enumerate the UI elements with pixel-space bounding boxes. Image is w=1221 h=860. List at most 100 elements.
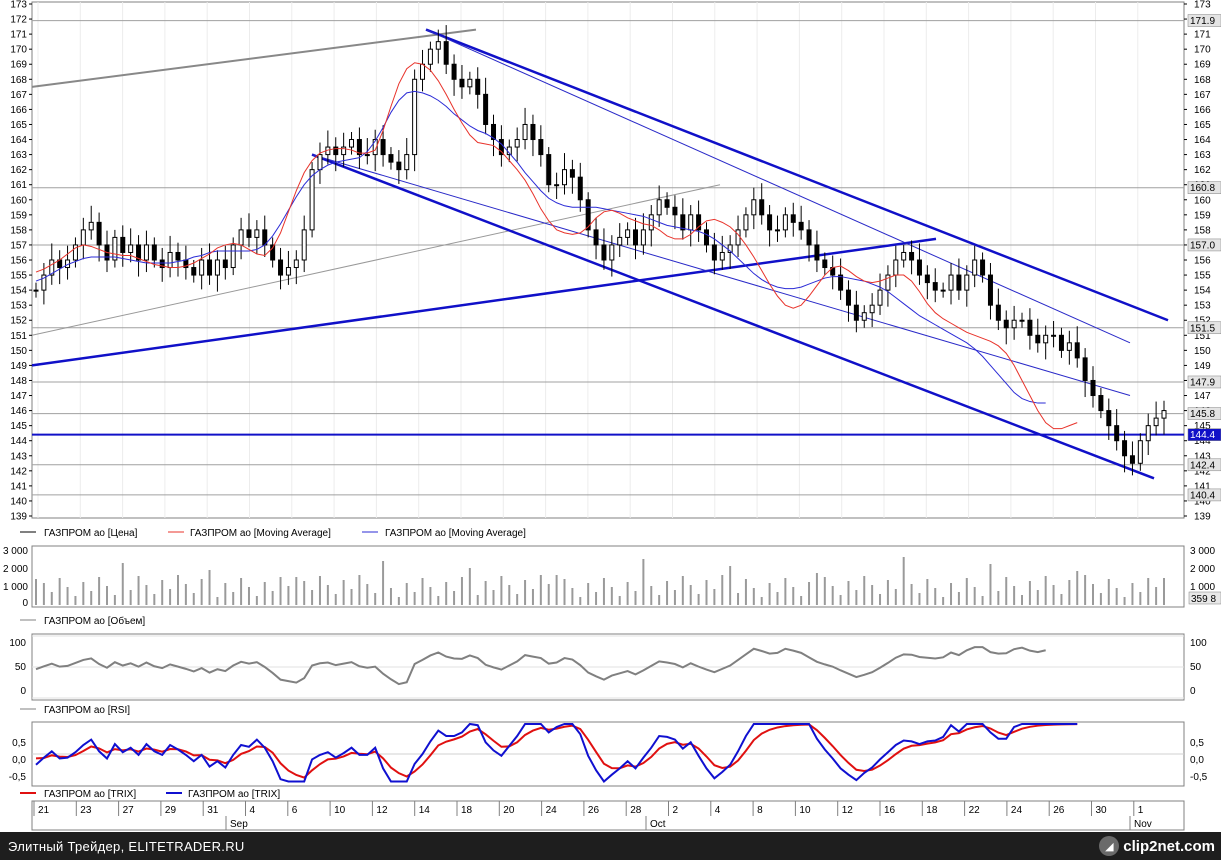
ma-slow-line (35, 90, 1046, 404)
price-bar-body (601, 244, 607, 261)
price-bar-body (1137, 440, 1143, 464)
price-bar-body (1003, 319, 1009, 329)
date-label: 23 (80, 805, 92, 816)
price-bar-body (372, 139, 378, 156)
price-bar-body (530, 123, 536, 141)
y-tick-label: 165 (10, 120, 27, 131)
y-tick-label: 171 (10, 30, 27, 41)
volume-tick-left-3: 0 (22, 598, 28, 609)
price-bars (33, 25, 1167, 476)
price-bar-body (270, 244, 276, 261)
price-bar-body (924, 274, 930, 284)
price-bar-body (1145, 425, 1151, 442)
upper-channel-line (425, 28, 1169, 322)
mid-channel-line-2 (311, 154, 1131, 397)
price-bar-body (554, 184, 560, 187)
date-axis-labels: 21 23 27 29 31 4 6 10 12 14 18 20 24 26 28 2 4 8 10 12 16 18 2… (33, 801, 1152, 830)
volume-tick-right-2: 1 000 (1190, 582, 1215, 593)
price-bar-body (333, 146, 339, 156)
date-label: 16 (884, 805, 896, 816)
level-tag-box (1187, 407, 1221, 420)
price-bar-body (932, 282, 938, 291)
price-bar-body (151, 244, 157, 261)
clip2net-logo-icon: ◢ (1099, 836, 1120, 856)
price-bar-body (696, 214, 702, 231)
price-bar-body (656, 199, 662, 216)
y-tick-label: 162 (10, 165, 27, 176)
y-tick-label: 156 (10, 256, 27, 267)
y-tick-label: 168 (10, 75, 27, 86)
y-tick-label: 151 (1194, 331, 1211, 342)
level-tag-label: 157.0 (1190, 240, 1215, 251)
date-label: 29 (165, 805, 177, 816)
y-tick-label: 167 (1194, 90, 1211, 101)
price-bar-body (909, 251, 915, 261)
lower-channel-line (311, 153, 1155, 480)
price-bar-body (1098, 395, 1104, 412)
price-bar-body (759, 199, 765, 216)
legend-price: ГАЗПРОМ ао [Цена] (44, 528, 138, 539)
level-tag-label: 145.8 (1190, 409, 1215, 420)
date-label: 26 (588, 805, 600, 816)
price-bar-body (625, 229, 631, 238)
level-tag-label: 160.8 (1190, 183, 1215, 194)
moving-averages (35, 62, 1078, 430)
trix-tick-left-0: 0,5 (12, 738, 26, 749)
price-bar-body (349, 139, 355, 148)
price-bar-body (136, 244, 142, 261)
rsi-tick-left-2: 0 (20, 686, 26, 697)
price-bar-body (940, 289, 946, 292)
legend-volume: ГАЗПРОМ ао [Объем] (44, 615, 145, 627)
y-tick-label: 165 (1194, 120, 1211, 131)
y-tick-label: 145 (10, 421, 27, 432)
date-label: 26 (1053, 805, 1065, 816)
month-label: Sep (230, 819, 248, 830)
footer-logo[interactable]: ◢ clip2net.com (1099, 835, 1215, 857)
level-tag-label: 171.9 (1190, 16, 1215, 27)
y-tick-label: 159 (1194, 210, 1211, 221)
price-bar-body (617, 236, 623, 246)
price-bar-body (285, 267, 291, 276)
price-bar-body (467, 78, 473, 88)
price-bar-body (1043, 334, 1049, 344)
price-bar-body (861, 312, 867, 321)
y-tick-label: 168 (1194, 75, 1211, 86)
price-bar-body (120, 236, 126, 253)
lower-gray-trend (31, 184, 721, 336)
price-bar-body (782, 214, 788, 231)
level-tag-label: 144.4 (1190, 430, 1215, 441)
ma-fast-line (35, 62, 1078, 430)
price-bar-body (727, 244, 733, 253)
trix-tick-left-2: -0,5 (9, 772, 27, 783)
price-bar-body (1122, 440, 1128, 457)
price-bar-body (680, 214, 686, 231)
y-tick-label: 140 (1194, 496, 1211, 507)
level-tag-box (1187, 238, 1221, 252)
volume-tick-right-0: 3 000 (1190, 546, 1215, 557)
month-label: Nov (1134, 819, 1152, 830)
date-label: 22 (969, 805, 981, 816)
price-bar-body (254, 229, 260, 238)
price-bar-body (356, 139, 362, 156)
support-trend-line (31, 237, 937, 367)
y-tick-label: 160 (1194, 195, 1211, 206)
legend-rsi: ГАЗПРОМ ао [RSI] (44, 705, 130, 716)
date-label: 20 (503, 805, 515, 816)
price-bar-body (877, 289, 883, 306)
price-bar-body (964, 274, 970, 291)
price-bar-body (293, 259, 299, 269)
price-bar-body (420, 63, 426, 80)
price-bar-body (1106, 410, 1112, 427)
price-bar-body (49, 259, 55, 276)
price-bar-body (751, 199, 757, 216)
y-tick-label: 140 (10, 496, 27, 507)
price-bar-body (916, 259, 922, 276)
volume-legend: ГАЗПРОМ ао [Объем] (20, 615, 145, 627)
price-bar-body (404, 154, 410, 171)
date-label: 24 (1011, 805, 1023, 816)
date-label: 6 (292, 805, 298, 816)
rsi-tick-right-0: 100 (1190, 638, 1207, 649)
price-bar-body (435, 41, 441, 50)
date-axis (31, 800, 1185, 831)
y-tick-label: 149 (10, 361, 27, 372)
